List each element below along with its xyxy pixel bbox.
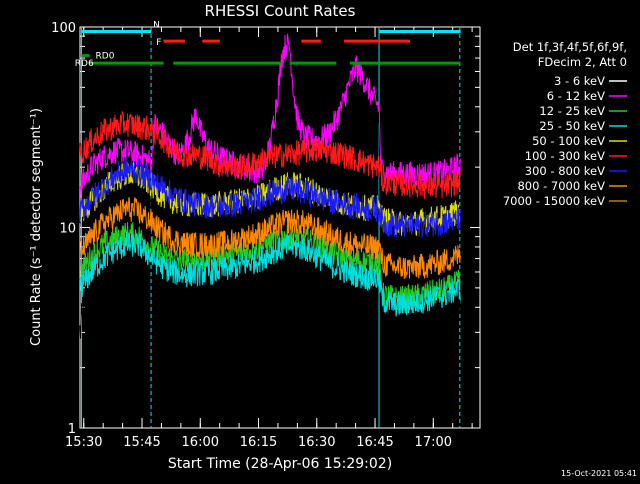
- flag-bar-label: F: [156, 38, 161, 48]
- y-tick-label: 100: [51, 21, 76, 36]
- legend-label: 7000 - 15000 keV: [503, 194, 605, 208]
- flag-bar-label: N: [153, 20, 160, 30]
- y-axis-label: Count Rate (s⁻¹ detector segment⁻¹): [29, 108, 44, 346]
- x-tick-label: 15:45: [123, 435, 160, 450]
- legend-header: Det 1f,3f,4f,5f,6f,9f,: [513, 40, 627, 54]
- legend-label: 6 - 12 keV: [547, 89, 605, 103]
- footer-timestamp: 15-Oct-2021 05:41: [561, 469, 637, 478]
- legend-label: 800 - 7000 keV: [517, 179, 605, 193]
- series-line: [79, 232, 461, 317]
- flag-bar-label: RD0: [96, 52, 115, 62]
- legend-label: 50 - 100 keV: [532, 134, 605, 148]
- x-tick-label: 15:30: [65, 435, 102, 450]
- flag-bar-label: RD6: [75, 59, 94, 69]
- chart-title: RHESSI Count Rates: [205, 2, 356, 20]
- legend-label: 25 - 50 keV: [539, 119, 605, 133]
- x-tick-label: 16:45: [356, 435, 393, 450]
- legend-label: 3 - 6 keV: [554, 74, 605, 88]
- x-tick-label: 16:00: [182, 435, 219, 450]
- x-tick-label: 16:15: [240, 435, 277, 450]
- y-tick-label: 1: [68, 422, 76, 437]
- legend: Det 1f,3f,4f,5f,6f,9f,FDecim 2, Att 0 3 -…: [503, 40, 627, 208]
- series-line: [79, 45, 461, 378]
- plot-area: 1 10 100 15:30 15:45 16:00 16:15 16:30 16:45 17:0…: [51, 20, 481, 450]
- legend-label: 12 - 25 keV: [539, 104, 605, 118]
- series-line: [79, 197, 461, 279]
- x-tick-label: 16:30: [298, 435, 335, 450]
- series-line: [79, 157, 461, 238]
- y-tick-label: 10: [59, 222, 76, 237]
- legend-label: 300 - 800 keV: [525, 164, 605, 178]
- legend-label: 100 - 300 keV: [525, 149, 605, 163]
- x-tick-label: 17:00: [415, 435, 452, 450]
- legend-header: FDecim 2, Att 0: [538, 55, 627, 69]
- x-axis-label: Start Time (28-Apr-06 15:29:02): [168, 456, 392, 472]
- series-line: [79, 111, 461, 200]
